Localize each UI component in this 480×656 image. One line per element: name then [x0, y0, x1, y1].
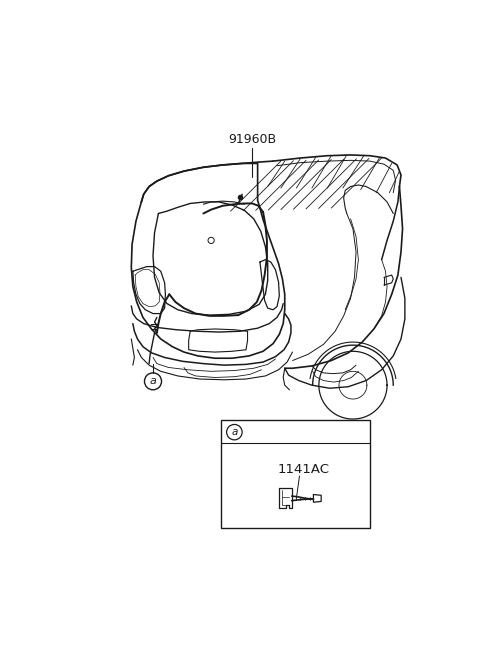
Text: 91960B: 91960B [228, 133, 276, 146]
Text: a: a [231, 427, 238, 437]
Bar [221, 420, 370, 527]
Text: 1141AC: 1141AC [277, 463, 329, 476]
Text: a: a [150, 377, 156, 386]
